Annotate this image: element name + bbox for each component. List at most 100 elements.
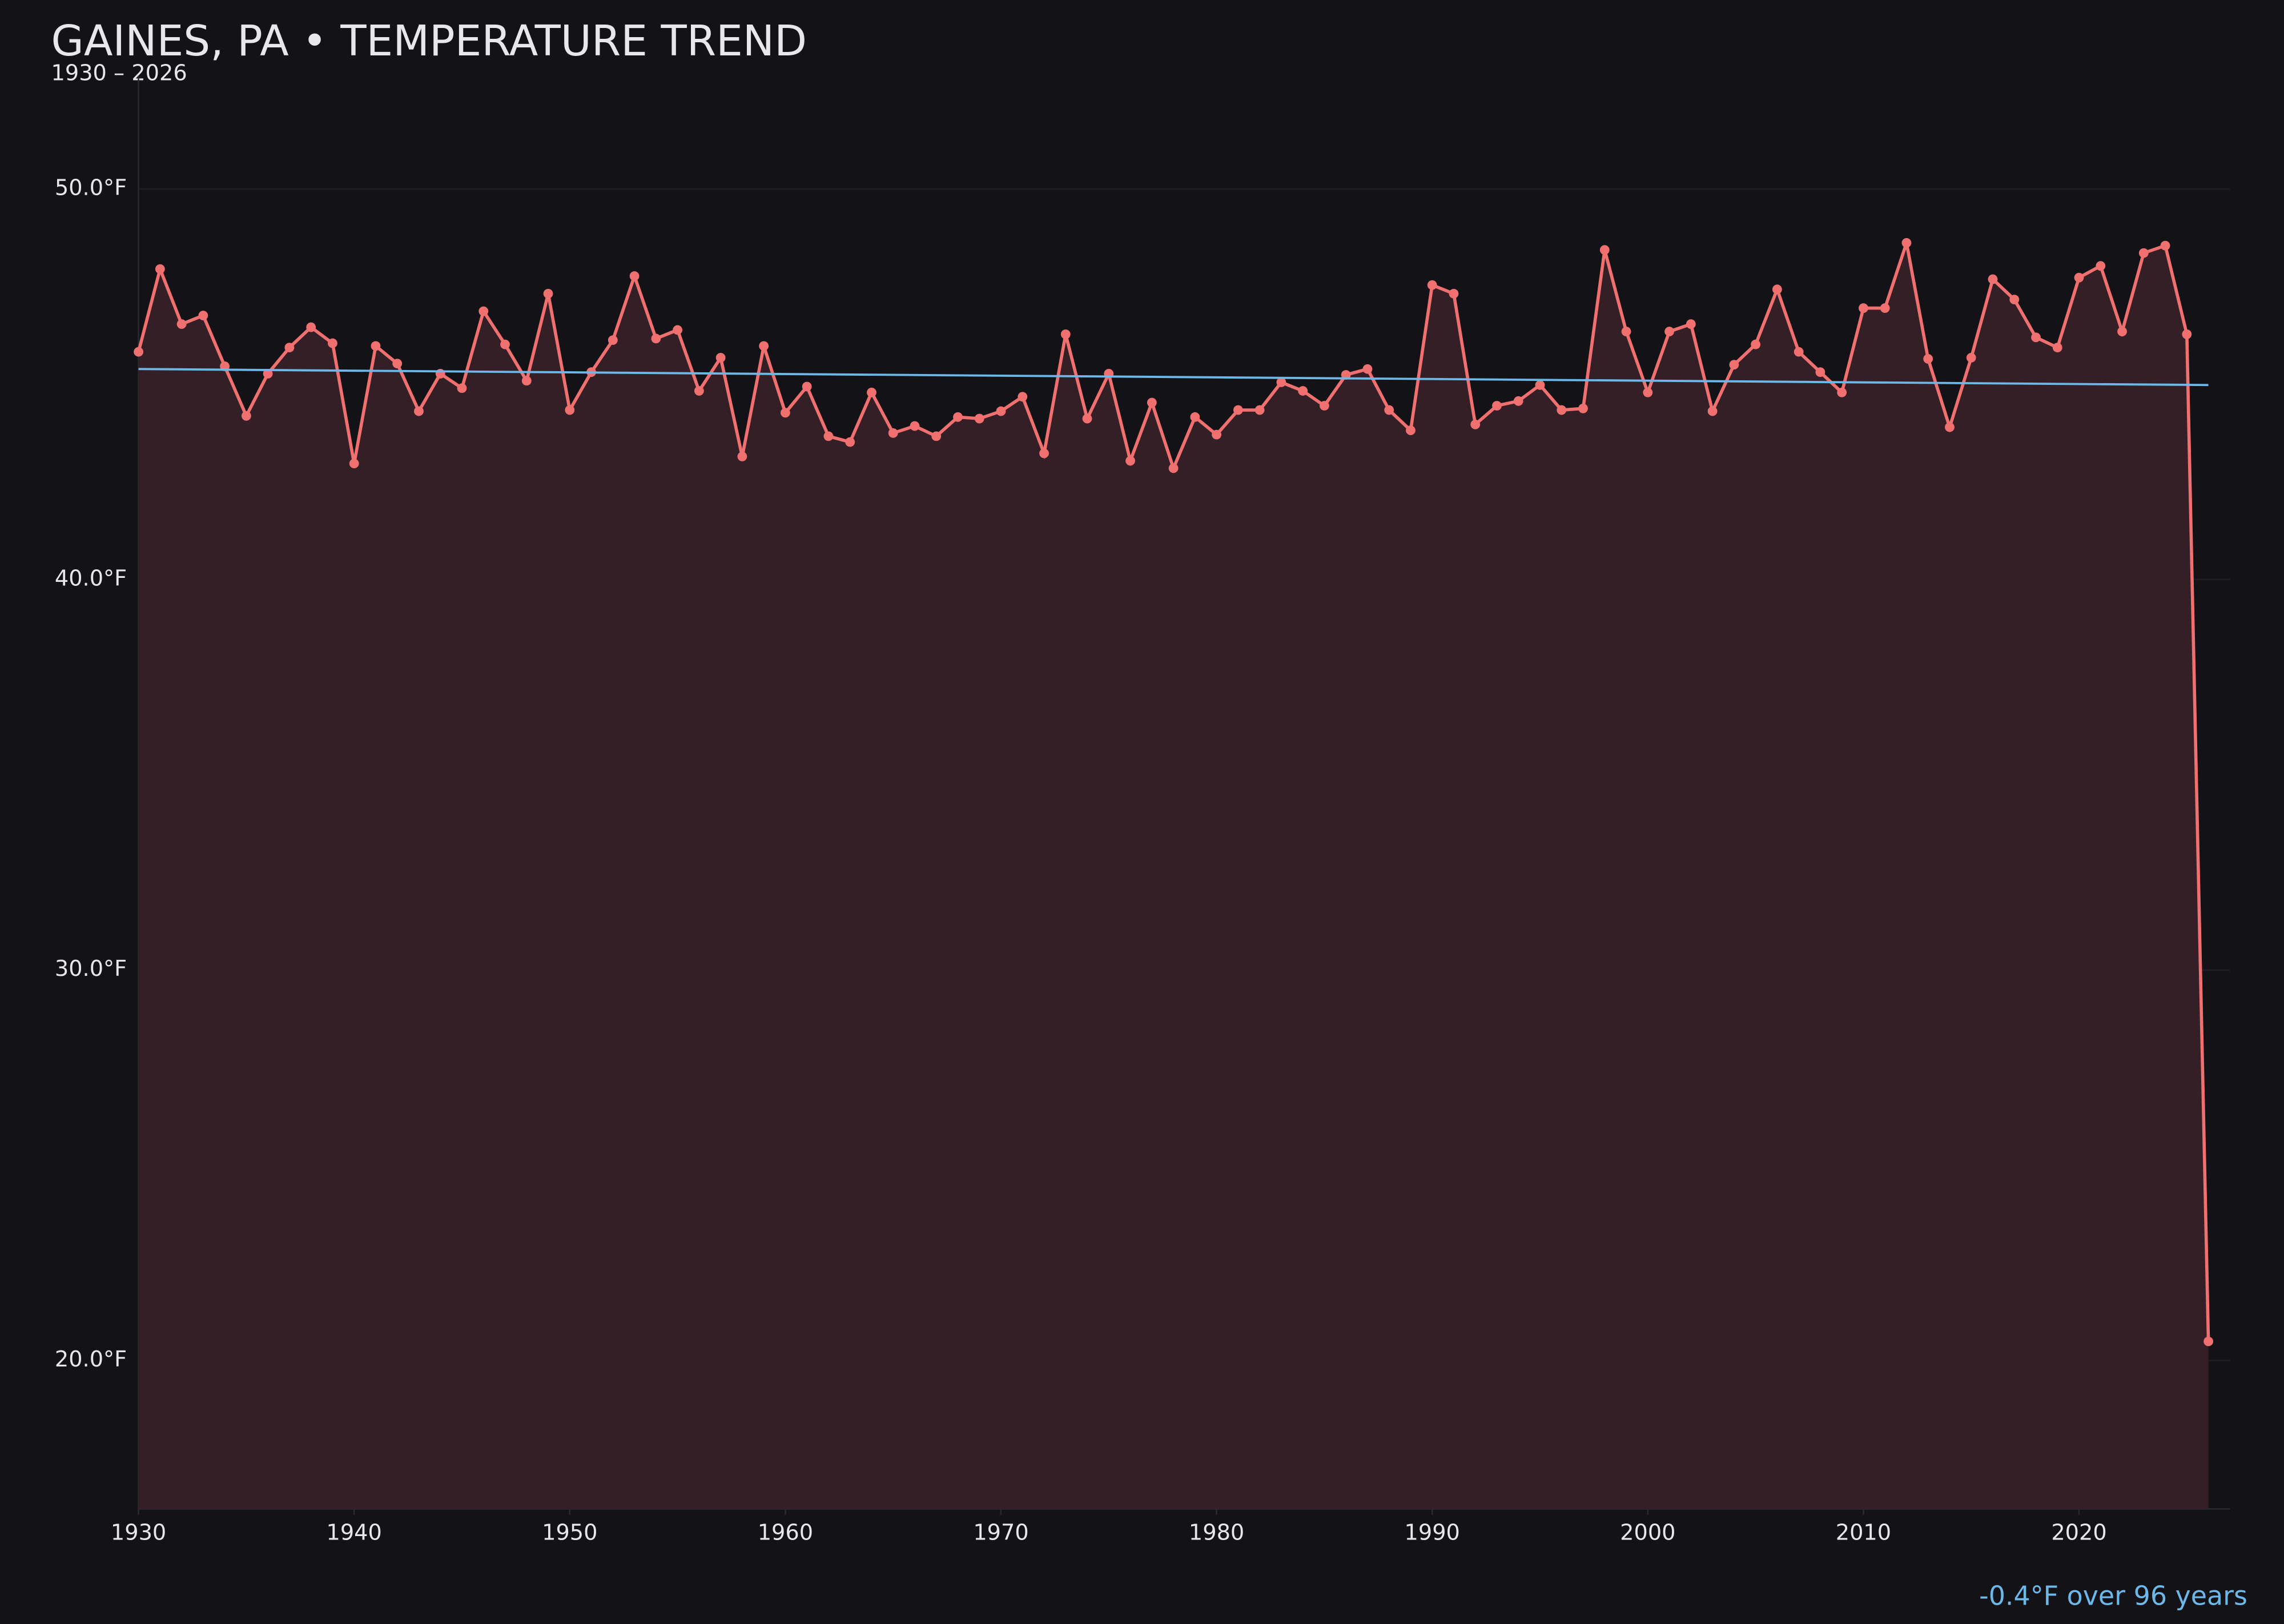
point [371,341,381,351]
point [2182,329,2192,339]
point [673,325,683,335]
point [845,437,855,447]
point [1449,288,1459,299]
point [2096,261,2106,271]
x-tick-label: 1970 [973,1520,1028,1545]
point [1427,280,1437,290]
x-tick-label: 1990 [1405,1520,1460,1545]
point [1794,347,1804,357]
point [910,421,920,431]
point [953,412,963,422]
point [1212,429,1222,440]
point [974,413,984,424]
point [284,343,295,353]
point [1988,274,1998,284]
point [1945,422,1955,432]
point [414,406,424,416]
point [1923,354,1933,364]
x-tick-label: 1950 [542,1520,597,1545]
point [715,352,726,363]
point [2074,272,2084,283]
point [931,431,942,441]
point [1319,401,1329,411]
y-tick-label: 40.0°F [55,565,127,591]
point [1707,406,1718,416]
point [1513,396,1523,406]
point [1643,387,1653,397]
x-tick-label: 2000 [1620,1520,1675,1545]
x-tick-label: 1960 [758,1520,813,1545]
point [1535,380,1545,390]
point [2117,327,2127,336]
point [1168,463,1179,473]
point [328,338,337,348]
point [1686,319,1696,329]
point [306,322,316,332]
point [1578,403,1588,413]
point [1599,245,1610,255]
point [2052,343,2062,353]
point [996,406,1006,416]
point [1125,456,1135,466]
point [1751,339,1761,349]
point [500,339,510,349]
y-tick-label: 50.0°F [55,175,127,200]
point [1772,284,1782,295]
point [1901,238,1912,248]
point [1276,377,1286,387]
point [176,319,187,329]
point [2031,332,2041,343]
point [1082,413,1092,424]
point [263,369,273,379]
point [1147,397,1157,408]
point [1406,425,1416,436]
point [2160,240,2170,251]
point [867,387,876,397]
point [1018,392,1028,402]
area [138,243,2209,1509]
point [392,359,403,369]
point [521,376,532,386]
point [2009,295,2020,304]
point [1190,412,1200,422]
point [1060,329,1071,339]
point [1837,387,1847,397]
x-tick-label: 2010 [1836,1520,1891,1545]
x-tick-label: 2020 [2051,1520,2106,1545]
point [2138,248,2149,258]
y-tick-label: 20.0°F [55,1346,127,1372]
x-tick-label: 1980 [1189,1520,1244,1545]
x-tick-label: 1940 [327,1520,382,1545]
point [780,408,790,418]
point [737,452,747,461]
point [198,311,208,320]
point [629,271,640,281]
point [155,264,165,274]
chart-title: GAINES, PA • TEMPERATURE TREND [51,17,807,66]
x-tick-label: 1930 [111,1520,166,1545]
point [1254,405,1265,415]
point [1859,303,1868,313]
point [134,347,144,357]
point [1557,405,1567,415]
point [1729,360,1739,370]
point [478,306,489,316]
point [651,333,661,344]
point [1384,405,1394,415]
point [349,459,359,469]
point [457,383,467,393]
point [1664,327,1674,336]
y-tick-label: 30.0°F [55,956,127,982]
point [1470,419,1481,429]
trend-annotation: -0.4°F over 96 years [1979,1581,2247,1611]
point [1233,405,1243,415]
point [1621,327,1631,336]
point [543,288,553,299]
point [802,381,812,392]
point [1298,386,1308,396]
point [1966,352,1976,363]
point [1492,401,1502,411]
point [1039,448,1049,459]
